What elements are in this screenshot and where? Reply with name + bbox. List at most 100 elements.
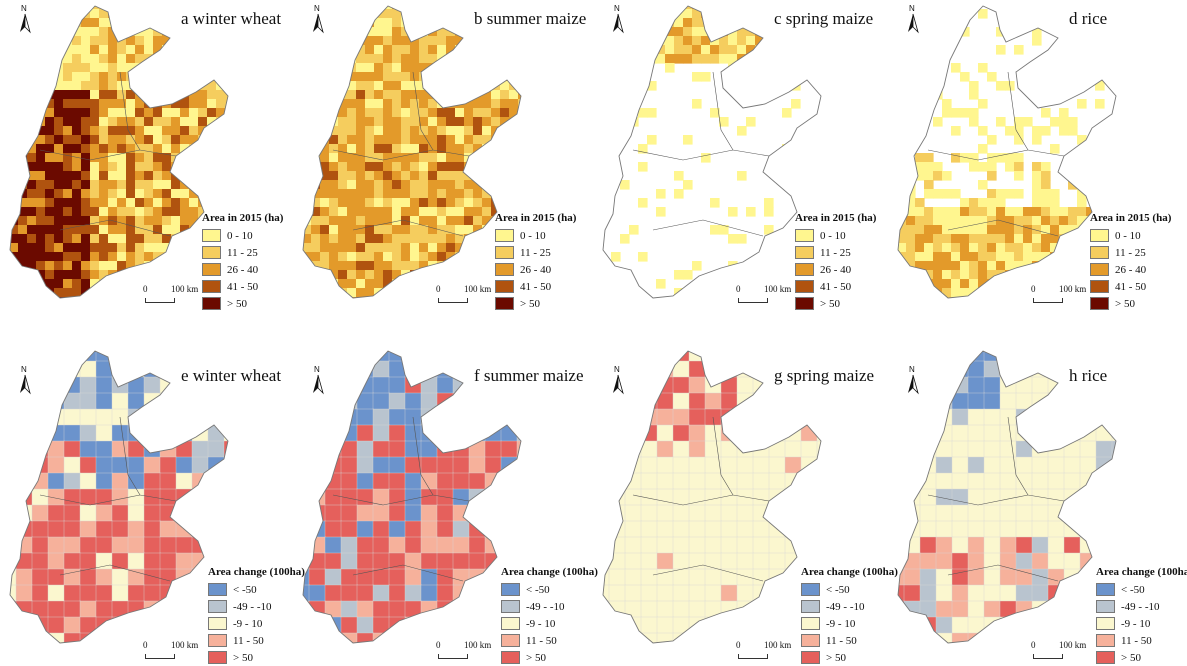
legend-swatch <box>795 280 814 293</box>
legend-label: < -50 <box>526 583 550 596</box>
region-outline <box>602 5 822 299</box>
legend-item: 11 - 25 <box>495 244 576 261</box>
region-map <box>9 5 229 299</box>
north-label: N <box>614 365 620 374</box>
region-outline <box>302 5 522 299</box>
legend-swatch <box>801 634 820 647</box>
map-legend: Area in 2015 (ha) 0 - 10 11 - 25 26 - 40 41 … <box>495 212 576 312</box>
legend-label: 26 - 40 <box>520 263 552 276</box>
legend-label: 11 - 50 <box>826 634 857 647</box>
legend-title: Area change (100ha) <box>501 566 598 578</box>
map-legend: Area change (100ha) < -50 -49 - -10 -9 - 10… <box>1096 566 1187 666</box>
legend-item: 26 - 40 <box>202 261 283 278</box>
legend-title: Area in 2015 (ha) <box>495 212 577 224</box>
region-map <box>602 350 822 644</box>
legend-item: > 50 <box>495 295 576 312</box>
legend-item: 0 - 10 <box>495 227 576 244</box>
legend-item: 11 - 25 <box>1090 244 1171 261</box>
north-arrow-icon: N <box>906 4 920 34</box>
legend-item: > 50 <box>208 649 305 666</box>
legend-swatch <box>501 617 520 630</box>
legend-label: -49 - -10 <box>233 600 272 613</box>
north-label: N <box>21 365 27 374</box>
legend-label: 26 - 40 <box>820 263 852 276</box>
scale-line <box>738 298 768 303</box>
legend-item: -9 - 10 <box>501 615 598 632</box>
scale-zero: 0 <box>1031 284 1036 294</box>
region-map <box>9 350 229 644</box>
region-outline <box>897 350 1117 644</box>
province-boundaries <box>39 416 177 582</box>
legend-item: -49 - -10 <box>208 598 305 615</box>
north-label: N <box>21 4 27 13</box>
legend-label: > 50 <box>233 651 253 664</box>
legend-item: 11 - 50 <box>208 632 305 649</box>
region-fill <box>10 351 228 643</box>
map-legend: Area in 2015 (ha) 0 - 10 11 - 25 26 - 40 41 … <box>795 212 876 312</box>
legend-swatch <box>208 583 227 596</box>
legend-swatch <box>202 297 221 310</box>
legend-title: Area in 2015 (ha) <box>202 212 284 224</box>
north-arrow-icon: N <box>906 365 920 395</box>
north-arrow-icon: N <box>611 365 625 395</box>
scale-line <box>1033 298 1063 303</box>
legend-item: > 50 <box>1090 295 1171 312</box>
legend-swatch <box>1090 229 1109 242</box>
legend-label: 11 - 25 <box>1115 246 1146 259</box>
legend-swatch <box>1090 297 1109 310</box>
scale-zero: 0 <box>1031 640 1036 650</box>
legend-swatch <box>208 600 227 613</box>
legend-swatch <box>202 263 221 276</box>
scale-distance: 100 km <box>1059 640 1087 650</box>
map-legend: Area in 2015 (ha) 0 - 10 11 - 25 26 - 40 41 … <box>1090 212 1171 312</box>
legend-swatch <box>1090 280 1109 293</box>
legend-swatch <box>1090 263 1109 276</box>
legend-title: Area change (100ha) <box>208 566 305 578</box>
map-legend: Area change (100ha) < -50 -49 - -10 -9 - 10… <box>208 566 305 666</box>
scale-distance: 100 km <box>171 640 199 650</box>
legend-item: > 50 <box>795 295 876 312</box>
panel-title: c spring maize <box>774 9 874 28</box>
scale-zero: 0 <box>143 284 148 294</box>
province-boundaries <box>332 416 470 582</box>
legend-swatch <box>801 617 820 630</box>
legend-label: 0 - 10 <box>820 229 846 242</box>
legend-label: 0 - 10 <box>1115 229 1141 242</box>
legend-swatch <box>501 600 520 613</box>
map-legend: Area in 2015 (ha) 0 - 10 11 - 25 26 - 40 41 … <box>202 212 283 312</box>
panel-title: h rice <box>1069 366 1108 385</box>
legend-item: 11 - 50 <box>501 632 598 649</box>
legend-label: -49 - -10 <box>526 600 565 613</box>
north-arrow-icon: N <box>18 365 32 395</box>
scale-line <box>145 298 175 303</box>
legend-swatch <box>495 297 514 310</box>
province-boundaries <box>632 416 770 582</box>
legend-swatch <box>795 263 814 276</box>
legend-label: < -50 <box>1121 583 1145 596</box>
legend-item: 26 - 40 <box>795 261 876 278</box>
legend-swatch <box>795 229 814 242</box>
panel-title: b summer maize <box>474 9 587 28</box>
legend-item: > 50 <box>1096 649 1187 666</box>
region-map <box>302 350 522 644</box>
legend-label: 41 - 50 <box>520 280 552 293</box>
legend-item: -49 - -10 <box>1096 598 1187 615</box>
legend-item: 41 - 50 <box>795 278 876 295</box>
legend-item: -49 - -10 <box>801 598 898 615</box>
legend-item: 41 - 50 <box>1090 278 1171 295</box>
legend-label: 11 - 25 <box>820 246 851 259</box>
scale-distance: 100 km <box>764 284 792 294</box>
legend-title: Area in 2015 (ha) <box>1090 212 1172 224</box>
legend-label: > 50 <box>1115 297 1135 310</box>
legend-swatch <box>795 246 814 259</box>
legend-label: -9 - 10 <box>1121 617 1151 630</box>
legend-title: Area change (100ha) <box>1096 566 1187 578</box>
legend-swatch <box>202 229 221 242</box>
region-outline <box>9 350 229 644</box>
panel-title: a winter wheat <box>181 9 282 28</box>
scale-bar: 0 100 km <box>1031 640 1101 666</box>
